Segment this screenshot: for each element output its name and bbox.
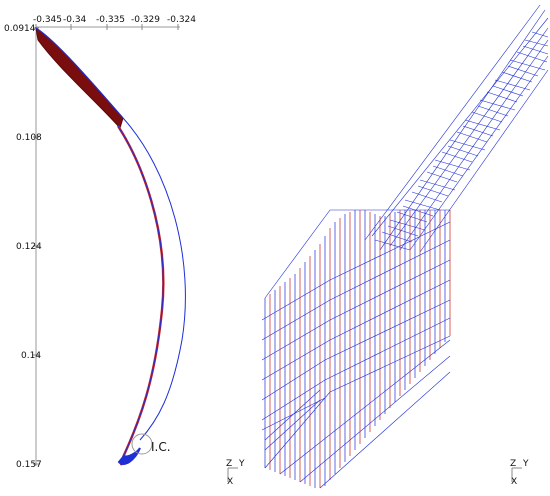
y-tick-label: 0.157 <box>16 460 42 470</box>
x-tick-label: -0.335 <box>96 15 125 25</box>
triad-y-label: Y <box>522 459 529 469</box>
profile-plot-panel: -0.345 -0.34 -0.335 -0.329 -0.324 0.0914… <box>0 0 240 496</box>
x-tick-label: -0.345 <box>33 15 62 25</box>
blade-profile-blue <box>117 125 164 456</box>
blade-upper-section <box>35 26 124 129</box>
x-axis-ticks: -0.345 -0.34 -0.335 -0.329 -0.324 <box>33 15 196 30</box>
blade-upper-outline <box>35 27 124 119</box>
y-tick-label: 0.124 <box>16 242 42 252</box>
blade-outer-curve <box>122 117 186 441</box>
triad-y-label: Y <box>238 459 245 469</box>
axis-triad-right: Z Y X <box>510 459 529 487</box>
blade-tip <box>117 447 141 466</box>
y-tick-label: 0.108 <box>16 133 42 143</box>
x-tick-label: -0.329 <box>131 15 160 25</box>
mesh-3d-view: Z Y X Z Y X <box>226 4 549 489</box>
mesh-box-horizontals <box>261 209 451 489</box>
x-tick-label: -0.34 <box>63 15 87 25</box>
y-tick-label: 0.14 <box>21 351 41 361</box>
triad-x-label: X <box>227 477 233 487</box>
x-tick-label: -0.324 <box>167 15 196 25</box>
triad-z-label: Z <box>226 459 232 469</box>
triad-z-label: Z <box>510 459 516 469</box>
axis-triad-left: Z Y X <box>226 459 245 487</box>
y-tick-label: 0.0914 <box>4 24 36 34</box>
ic-marker-circle <box>131 433 153 455</box>
triad-x-label: X <box>511 477 517 487</box>
mesh-box-verticals <box>264 210 451 488</box>
ic-label: I.C. <box>151 440 171 454</box>
mesh-upper-grid <box>364 4 549 253</box>
y-axis-ticks: 0.0914 0.108 0.124 0.14 0.157 <box>4 24 42 470</box>
profile-plot: -0.345 -0.34 -0.335 -0.329 -0.324 0.0914… <box>4 15 196 470</box>
mesh-3d-panel: Z Y X Z Y X <box>225 0 550 496</box>
